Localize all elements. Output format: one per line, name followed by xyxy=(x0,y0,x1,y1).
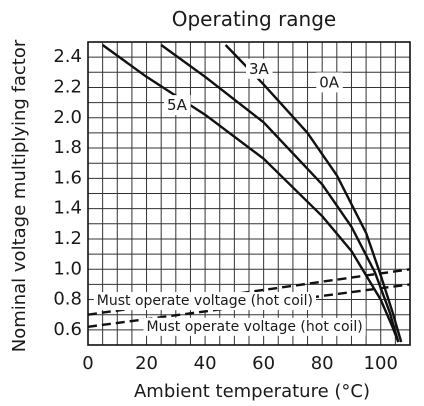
annotation-background xyxy=(316,72,343,93)
series-line-5a-0 xyxy=(101,44,400,343)
annotation-background xyxy=(93,292,317,311)
x-tick-label: 100 xyxy=(364,353,398,374)
chart-title: Operating range xyxy=(172,7,337,31)
x-tick-label: 0 xyxy=(82,353,93,374)
annotation-background xyxy=(246,58,273,79)
y-tick-label: 1.2 xyxy=(53,228,82,249)
must-operate-voltage-label: Must operate voltage (hot coil) xyxy=(147,319,363,335)
y-tick-label: 1.8 xyxy=(53,137,82,158)
y-tick-label: 0.6 xyxy=(53,319,82,340)
x-tick-label: 80 xyxy=(311,353,334,374)
y-tick-label: 0.8 xyxy=(53,289,82,310)
y-tick-label: 1.0 xyxy=(53,258,82,279)
must-operate-voltage-label: Must operate voltage (hot coil) xyxy=(97,293,313,309)
annotation-group-4: Must operate voltage (hot coil) xyxy=(143,317,366,336)
x-tick-label: 60 xyxy=(252,353,275,374)
y-tick-label: 2.0 xyxy=(53,107,82,128)
annotation-group-1: 3A xyxy=(246,58,273,79)
annotation-group-0: 5A xyxy=(164,95,191,116)
annotation-background xyxy=(164,95,191,116)
plot-border xyxy=(87,41,411,346)
x-axis-label: Ambient temperature (°C) xyxy=(134,381,370,402)
y-tick-label: 2.4 xyxy=(53,46,82,67)
y-axis-label: Nominal voltage multiplying factor xyxy=(9,39,30,352)
annotation-layer: 5A 3A 0A Must operate voltage (hot coil) Mus… xyxy=(93,58,366,336)
annotation-background xyxy=(143,317,366,336)
y-tick-label: 2.2 xyxy=(53,76,82,97)
y-tick-labels: 0.6 0.8 1.0 1.2 1.4 1.6 1.8 2.0 2.2 2.4 xyxy=(53,46,82,340)
annotation-group-2: 0A xyxy=(316,72,343,93)
annotation-group-3: Must operate voltage (hot coil) xyxy=(93,292,317,311)
plot-frame xyxy=(87,41,411,346)
series-line-must-operate-voltage-hot-coil--3 xyxy=(87,268,411,316)
curve-label-5a: 5A xyxy=(167,96,188,114)
x-tick-labels: 0 20 40 60 80 100 xyxy=(82,353,398,374)
series-line-3a-1 xyxy=(160,44,400,343)
y-tick-label: 1.6 xyxy=(53,167,82,188)
y-tick-label: 1.4 xyxy=(53,198,82,219)
series-line-0a-2 xyxy=(224,44,403,343)
curve-label-3a: 3A xyxy=(249,60,270,78)
curve-label-0a: 0A xyxy=(319,73,340,91)
x-tick-label: 20 xyxy=(135,353,158,374)
x-tick-label: 40 xyxy=(194,353,217,374)
